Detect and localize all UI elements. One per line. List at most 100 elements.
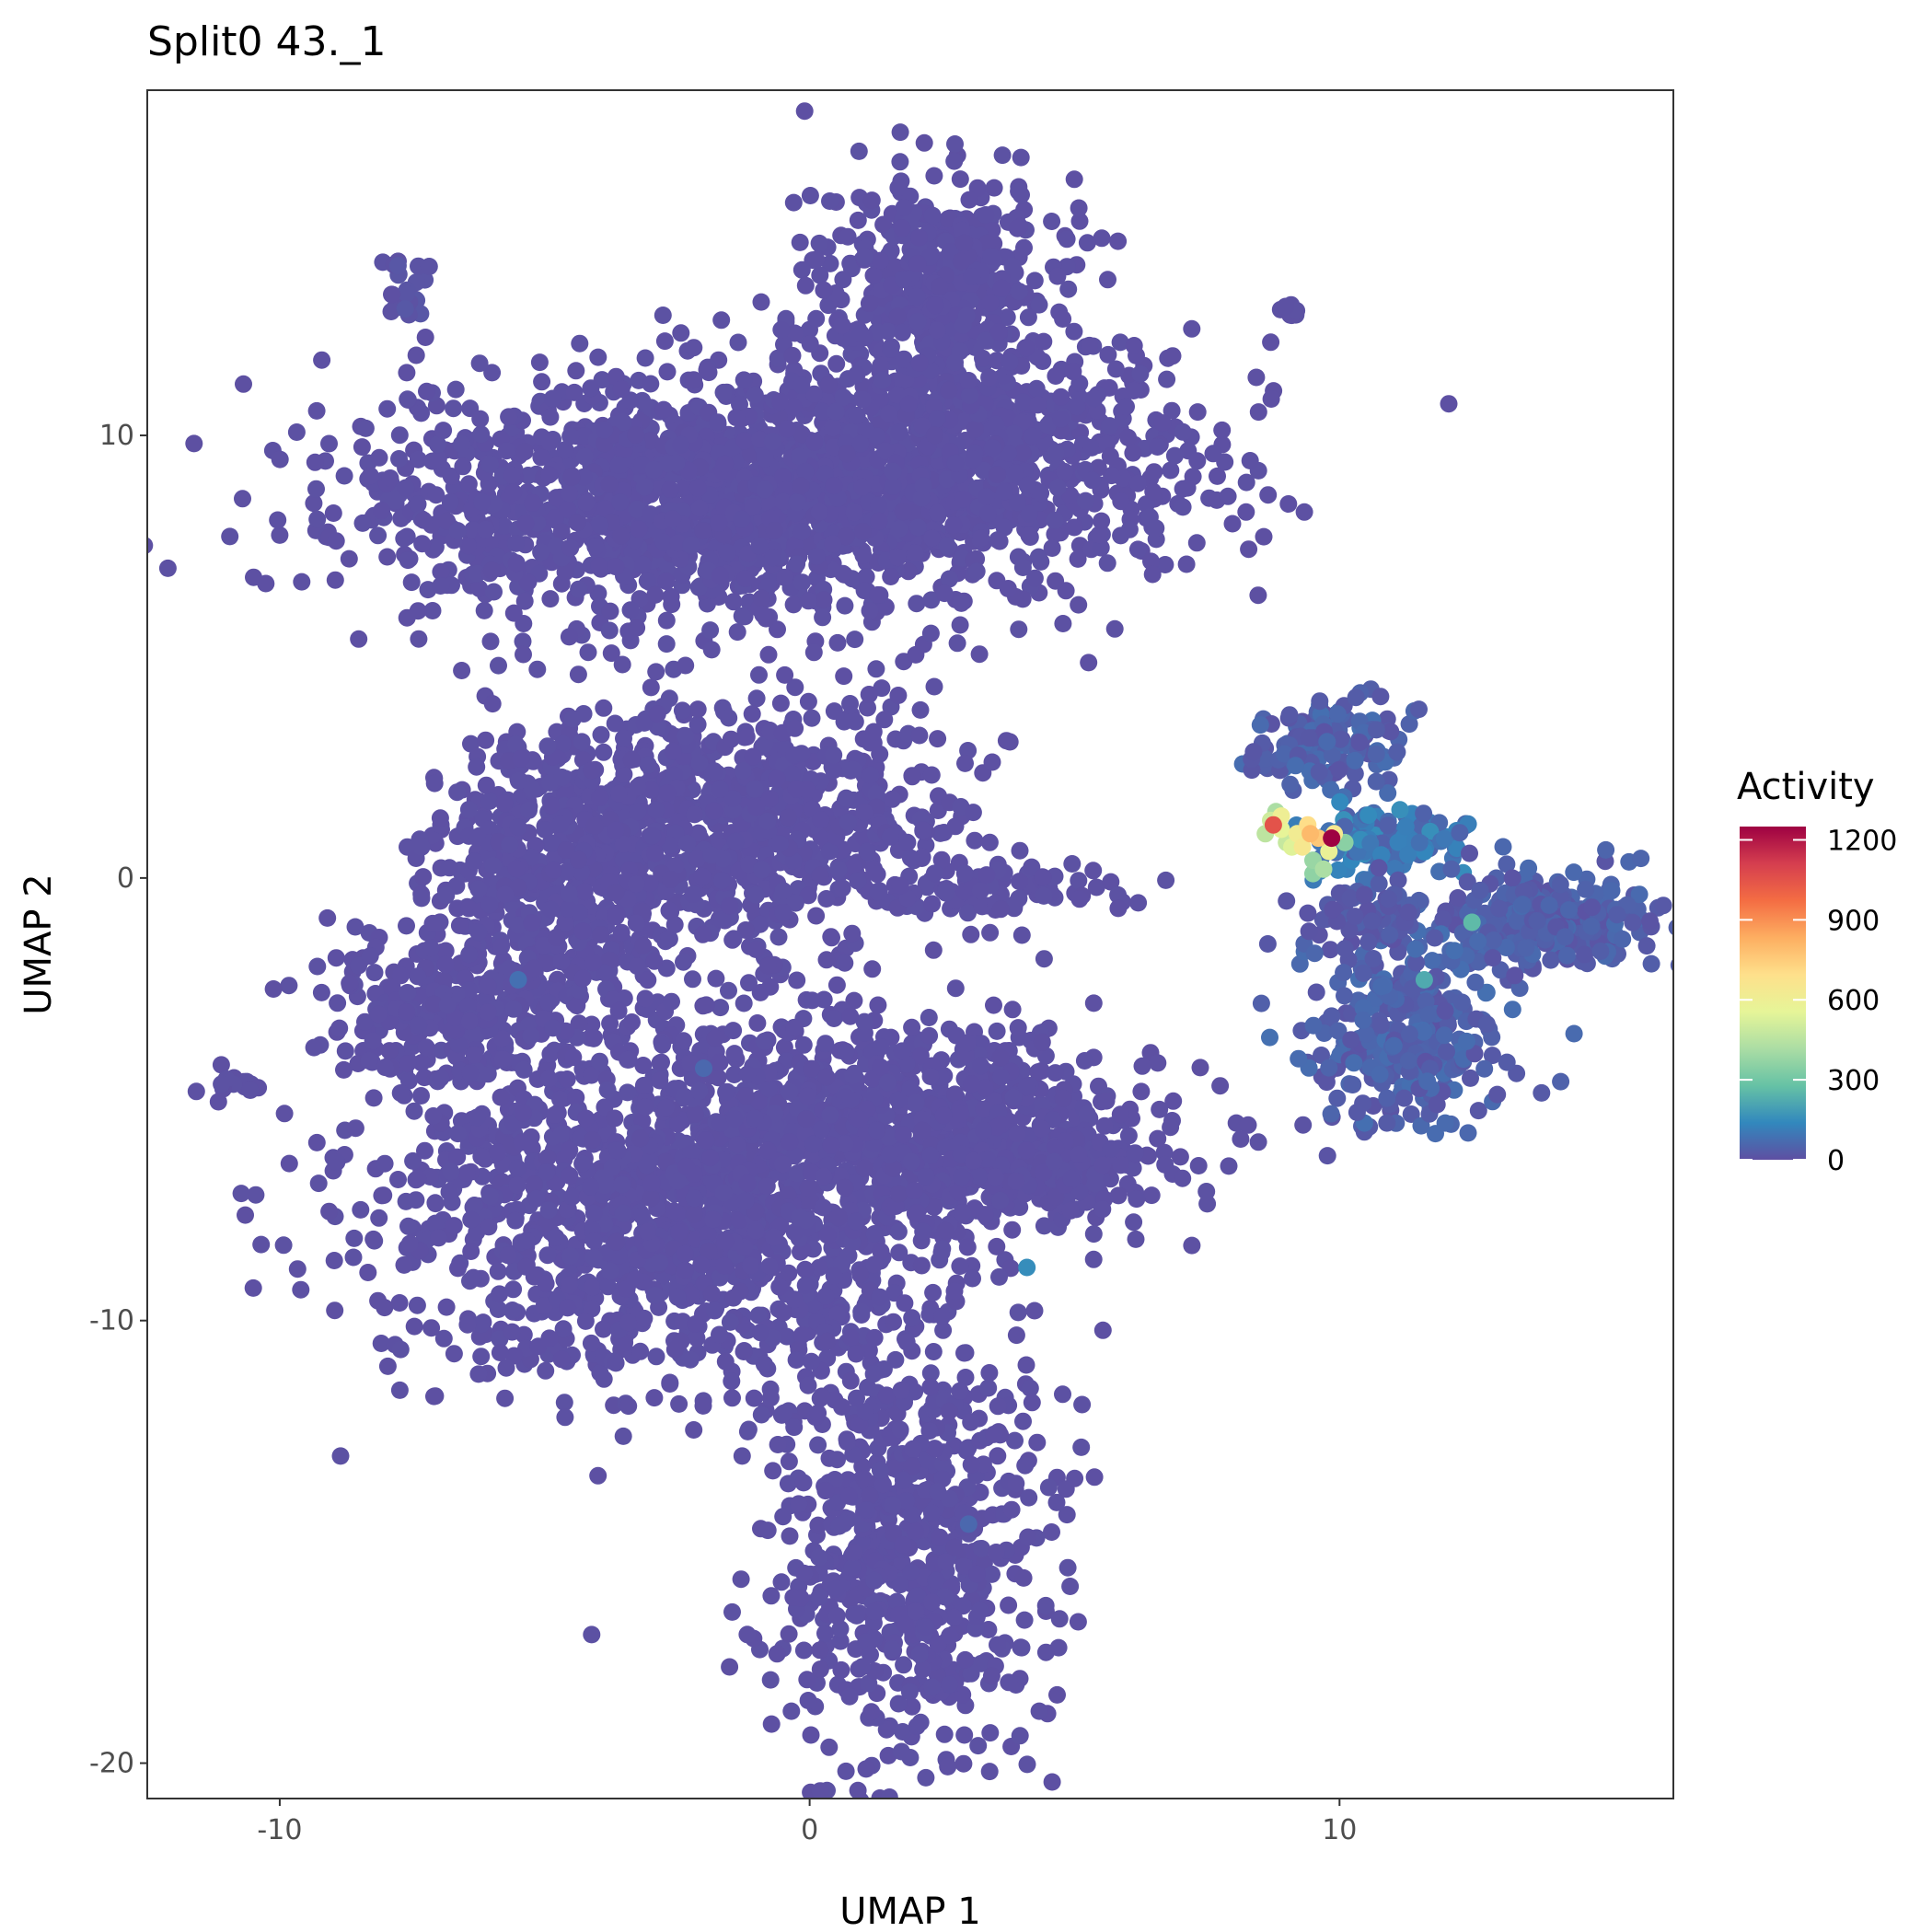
data-point (504, 1000, 523, 1018)
data-point (855, 804, 873, 822)
data-point (543, 389, 561, 408)
data-point (378, 399, 397, 418)
data-point (813, 402, 831, 421)
data-point (477, 520, 495, 538)
data-point (313, 351, 331, 369)
data-point (450, 917, 469, 934)
data-point (1008, 219, 1026, 237)
data-point (1128, 540, 1147, 559)
data-point (772, 320, 791, 339)
data-point (1188, 403, 1207, 422)
data-point (492, 937, 511, 955)
data-point (963, 268, 981, 286)
data-point (1223, 515, 1242, 533)
data-point (1015, 238, 1033, 257)
data-point (914, 477, 932, 495)
data-point (792, 376, 811, 395)
data-point (507, 860, 526, 878)
data-point (638, 572, 656, 590)
data-point (720, 709, 738, 727)
data-point (398, 917, 415, 935)
data-point (864, 723, 883, 741)
data-point (796, 462, 815, 480)
data-point (754, 606, 772, 624)
data-point (817, 951, 836, 969)
data-point (792, 745, 811, 763)
data-point (780, 808, 797, 827)
data-point (788, 555, 806, 573)
data-point (736, 570, 755, 587)
data-point (908, 518, 927, 537)
data-point (412, 1087, 430, 1105)
data-point (893, 219, 911, 237)
data-point (908, 287, 926, 306)
data-point (516, 515, 535, 533)
data-point (855, 582, 873, 600)
data-point (427, 486, 445, 504)
data-point (480, 896, 499, 914)
data-point (573, 969, 592, 988)
data-point (931, 277, 949, 295)
data-point (423, 914, 442, 932)
data-point (1098, 554, 1116, 573)
data-point (882, 340, 899, 358)
data-point (1058, 230, 1076, 249)
data-point (364, 1032, 382, 1050)
data-point (341, 974, 359, 992)
data-point (1112, 526, 1130, 545)
data-point (993, 146, 1012, 165)
data-point (1010, 182, 1028, 201)
data-point (541, 590, 560, 608)
data-point (1065, 518, 1083, 537)
data-point (471, 410, 490, 428)
data-point (397, 479, 415, 497)
data-point (1025, 272, 1044, 290)
data-point (848, 365, 866, 384)
data-point (515, 592, 534, 610)
data-point (409, 495, 427, 514)
data-point (627, 914, 645, 932)
data-point (1090, 526, 1108, 544)
data-point (923, 206, 942, 225)
data-point (252, 1235, 271, 1254)
data-point (378, 548, 397, 566)
data-point (709, 413, 727, 432)
data-point (945, 152, 964, 170)
data-point (1174, 422, 1192, 441)
data-point (771, 835, 789, 853)
data-point (453, 435, 470, 454)
data-point (655, 332, 674, 351)
data-point (509, 818, 527, 837)
data-point (369, 526, 388, 545)
data-point (293, 573, 311, 591)
data-point (1081, 336, 1099, 354)
data-point (336, 1042, 354, 1060)
data-point (970, 645, 989, 664)
data-point (1012, 148, 1030, 167)
data-point (571, 334, 589, 353)
data-point (524, 493, 542, 512)
data-point (645, 952, 664, 970)
data-point (307, 1133, 326, 1151)
data-point (586, 538, 605, 556)
data-point (1149, 438, 1166, 456)
data-point (639, 756, 657, 774)
data-point (834, 271, 852, 289)
data-point (515, 645, 532, 664)
data-point (507, 554, 526, 573)
data-point (925, 167, 943, 185)
data-point (728, 623, 746, 642)
data-point (1048, 479, 1067, 497)
data-point (788, 971, 806, 989)
data-point (657, 635, 676, 654)
data-point (468, 758, 486, 776)
data-point (1020, 504, 1038, 523)
data-point (729, 333, 747, 352)
data-point (758, 812, 777, 830)
data-point (607, 908, 625, 926)
data-point (966, 420, 984, 438)
data-point (440, 859, 458, 877)
data-point (501, 836, 519, 854)
data-point (528, 660, 547, 678)
data-point (839, 227, 857, 246)
